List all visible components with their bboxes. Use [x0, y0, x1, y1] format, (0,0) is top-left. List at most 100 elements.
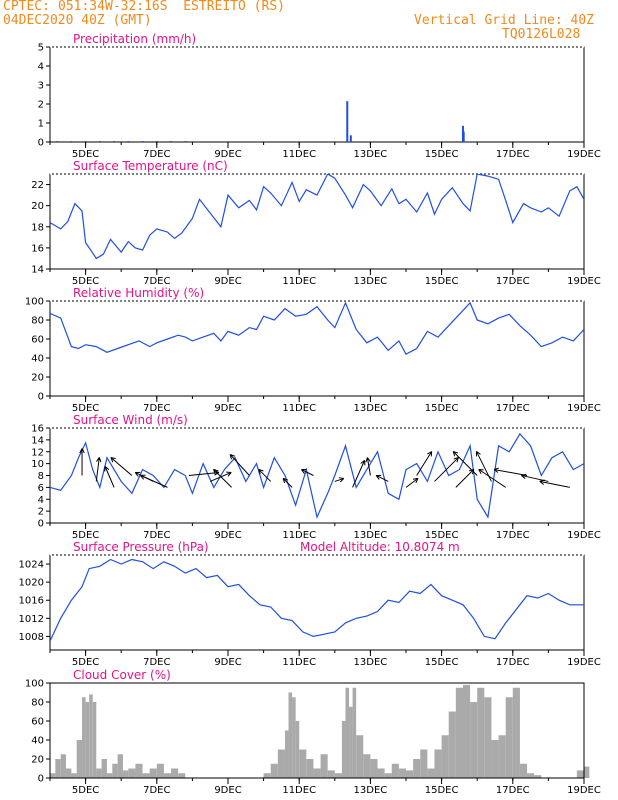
- precip-bar-3: [98, 141, 101, 142]
- humidity-xtick-label-5: 15DEC: [425, 403, 459, 414]
- humidity-xtick-label-4: 13DEC: [354, 403, 388, 414]
- pressure-ytick-label-4: 1024: [19, 560, 44, 571]
- wind-arrow-head-b-3: [110, 457, 114, 463]
- cloud-bar-35: [263, 773, 271, 778]
- wind-arrow-shaft-23: [478, 468, 506, 488]
- cloud-bar-5: [76, 740, 83, 778]
- wind-arrow-11: [282, 477, 293, 488]
- wind-xtick-label-7: 19DEC: [567, 530, 601, 541]
- cloud-bar-60: [413, 759, 421, 778]
- wind-arrow-head-a-2: [104, 465, 110, 470]
- wind-arrow-shaft-11: [282, 478, 293, 488]
- wind-title: Surface Wind (m/s): [73, 413, 188, 427]
- cloud-xtick-label-7: 19DEC: [567, 785, 601, 796]
- pressure-title: Surface Pressure (hPa): [73, 540, 209, 554]
- temperature-xtick-label-4: 13DEC: [354, 276, 388, 287]
- cloud-xtick-label-2: 9DEC: [214, 785, 241, 796]
- humidity-xtick-label-6: 17DEC: [496, 403, 530, 414]
- cloud-bar-4: [71, 773, 77, 778]
- temperature-xtick-label-1: 7DEC: [143, 276, 170, 287]
- precip-bar-13: [462, 131, 465, 142]
- wind-arrow-8: [213, 468, 232, 488]
- pressure-frame: [49, 554, 585, 651]
- precip-bar-7: [155, 141, 158, 142]
- precip-frame: [49, 46, 585, 143]
- temperature-series-line: [50, 174, 584, 260]
- cloud-bar-19: [149, 768, 157, 778]
- cloud-bar-53: [363, 754, 371, 778]
- precip-ytick-label-3: 3: [38, 81, 44, 92]
- cloud-bar-58: [398, 768, 406, 778]
- wind-arrow-shaft-18: [416, 451, 433, 476]
- cloud-xtick-label-4: 13DEC: [354, 785, 388, 796]
- cloud-ytick-label-5: 100: [25, 679, 44, 690]
- precip-bar-4: [113, 141, 116, 142]
- precip-bar-9: [184, 141, 187, 142]
- wind-arrow-5: [140, 474, 168, 488]
- wind-arrow-head-a-9: [229, 454, 236, 457]
- wind-frame: [49, 427, 585, 524]
- wind-ytick-label-5: 10: [31, 459, 44, 470]
- humidity-title: Relative Humidity (%): [73, 286, 204, 300]
- chart-header: CPTEC: 051:34W-32:16S ESTREITO (RS) 04DE…: [0, 0, 618, 44]
- wind-series-line: [50, 432, 584, 519]
- wind-arrow-head-b-26: [539, 480, 544, 485]
- wind-arrow-shaft-5: [140, 474, 168, 488]
- cloud-bar-73: [505, 697, 513, 778]
- cloud-bar-68: [470, 702, 478, 778]
- precip-xtick-label-0: 5DEC: [72, 149, 99, 160]
- precip-xtick-label-2: 9DEC: [214, 149, 241, 160]
- cloud-bar-17: [135, 763, 143, 778]
- wind-arrow-head-a-19: [456, 457, 459, 463]
- wind-arrow-shaft-2: [104, 466, 115, 488]
- precip-bar-2: [84, 141, 87, 142]
- wind-ytick-label-8: 16: [31, 424, 44, 435]
- cloud-bar-38: [284, 730, 289, 778]
- wind-arrow-shaft-16: [375, 474, 389, 482]
- wind-arrow-18: [416, 451, 433, 476]
- header-datetime: 04DEC2020 40Z (GMT): [3, 13, 152, 28]
- wind-arrow-14: [352, 459, 366, 488]
- panel-humidity: 0 20 40 60 80 100 5DEC 7DEC 9DEC 11DEC 13DEC 15DEC 1…: [25, 286, 601, 414]
- precip-xtick-label-5: 15DEC: [425, 149, 459, 160]
- cloud-bar-70: [484, 697, 492, 778]
- temperature-xtick-label-7: 19DEC: [567, 276, 601, 287]
- cloud-xtick-label-1: 7DEC: [143, 785, 170, 796]
- wind-xtick-label-6: 17DEC: [496, 530, 530, 541]
- cloud-bar-18: [142, 773, 150, 778]
- temperature-xtick-label-3: 11DEC: [282, 276, 316, 287]
- cloud-bar-7: [85, 702, 90, 778]
- wind-arrow-26: [539, 479, 570, 488]
- cloud-bar-50: [349, 706, 353, 778]
- temperature-ytick-label-4: 22: [31, 180, 44, 191]
- cloud-bar-55: [377, 768, 385, 778]
- wind-arrow-0: [79, 448, 85, 476]
- wind-arrow-shaft-3: [110, 457, 133, 476]
- humidity-ytick-label-1: 20: [31, 373, 44, 384]
- temperature-xtick-label-6: 17DEC: [496, 276, 530, 287]
- wind-xtick-label-3: 11DEC: [282, 530, 316, 541]
- wind-ytick-label-2: 4: [38, 495, 44, 506]
- wind-arrow-shaft-20: [455, 469, 475, 488]
- cloud-bar-67: [462, 684, 471, 778]
- pressure-xtick-label-6: 17DEC: [496, 657, 530, 668]
- wind-arrow-10: [258, 468, 272, 482]
- wind-arrow-head-a-8: [213, 468, 219, 472]
- cloud-xtick-label-6: 17DEC: [496, 785, 530, 796]
- precip-bar-0: [56, 141, 59, 142]
- pressure-xtick-label-3: 11DEC: [282, 657, 316, 668]
- temperature-title: Surface Temperature (nC): [73, 159, 228, 173]
- precip-xtick-label-6: 17DEC: [496, 149, 530, 160]
- wind-arrow-shaft-13: [334, 477, 344, 482]
- wind-arrow-shaft-19: [434, 457, 459, 482]
- header-grid-note: Vertical Grid Line: 40Z: [414, 13, 595, 28]
- precip-xtick-label-3: 11DEC: [282, 149, 316, 160]
- wind-arrow-15: [365, 457, 371, 476]
- cloud-bar-45: [320, 754, 328, 778]
- humidity-ytick-label-4: 80: [31, 316, 44, 327]
- humidity-ytick-label-2: 40: [31, 354, 44, 365]
- wind-arrow-20: [455, 468, 475, 488]
- panel-temperature: 14 16 18 20 22 5DEC 7DEC 9DEC 11DEC 13DEC 15DEC 17D…: [31, 159, 601, 287]
- cloud-bar-37: [277, 749, 285, 778]
